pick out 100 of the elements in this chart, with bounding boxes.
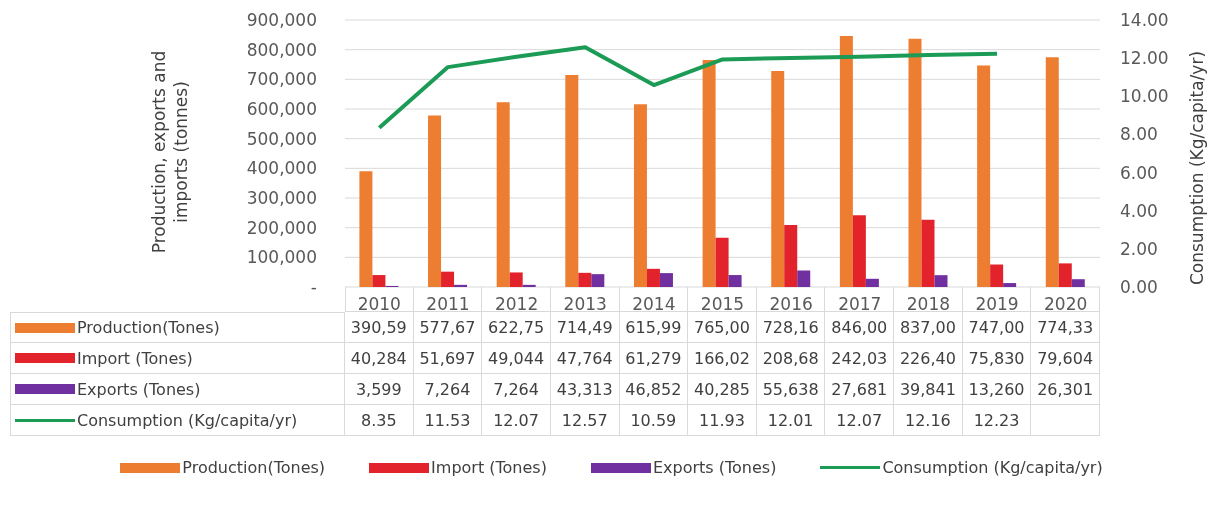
data-label: 39,841 [899, 379, 956, 399]
x-tick-label: 2020 [1044, 294, 1088, 315]
line-series [377, 45, 1000, 130]
text: 774,33 [1037, 317, 1094, 337]
data-label: 49,044 [488, 348, 545, 368]
x-tick-label: 2014 [632, 294, 676, 315]
text: Exports (Tones) [77, 379, 201, 399]
text: Consumption (Kg/capita/yr) [882, 458, 1103, 477]
text: 208,68 [762, 348, 819, 368]
data-label: 10.59 [630, 410, 677, 430]
bar [784, 225, 798, 287]
bar [715, 237, 729, 287]
bar [633, 104, 647, 287]
y2-tick-label: 2.00 [1120, 238, 1158, 259]
bar [908, 38, 922, 287]
data-label: 7,264 [424, 379, 471, 399]
y-tick-label: 800,000 [246, 39, 317, 60]
text: 846,00 [831, 317, 888, 337]
bar [591, 274, 605, 287]
data-label: 47,764 [556, 348, 613, 368]
y2-tick-label: 8.00 [1120, 124, 1158, 145]
x-tick-label: 2010 [357, 294, 401, 315]
data-label: 11.93 [699, 410, 745, 430]
data-label: 27,681 [831, 379, 888, 399]
bar [921, 219, 935, 287]
y-axis-title: Production, exports and imports (tonnes) [148, 49, 192, 256]
bar [1071, 279, 1085, 287]
y2-tick-label: 14.00 [1120, 10, 1169, 31]
data-label: 79,604 [1037, 348, 1094, 368]
data-label: 46,852 [625, 379, 682, 399]
text: 837,00 [899, 317, 956, 337]
y-tick-label: 500,000 [246, 128, 317, 149]
data-label: 12.07 [836, 410, 883, 430]
bar [522, 284, 536, 287]
data-label: 3,599 [355, 379, 402, 399]
x-tick-label: 2013 [563, 294, 607, 315]
legend-label: Exports (Tones) [652, 458, 777, 477]
y-tick-label: 300,000 [246, 188, 317, 209]
legend-label: Production(Tones) [77, 318, 220, 337]
text: Production(Tones) [182, 458, 326, 477]
bar [578, 272, 592, 287]
bar [852, 215, 866, 287]
text: 226,40 [899, 348, 956, 368]
bar [496, 102, 510, 287]
data-label: 13,260 [968, 379, 1025, 399]
bar [839, 36, 853, 287]
data-label: 12.07 [493, 410, 539, 430]
bar [659, 273, 673, 287]
data-label: 12.01 [767, 410, 814, 430]
text: 577,67 [419, 317, 476, 337]
y2-tick-label: 0.00 [1120, 277, 1158, 298]
text: 714,49 [556, 317, 613, 337]
data-label: 8.35 [361, 410, 397, 430]
bar [865, 278, 879, 287]
bar [428, 115, 442, 287]
text: 765,00 [693, 317, 750, 337]
y2-tick-label: 10.00 [1120, 86, 1169, 107]
x-tick-label: 2015 [700, 294, 745, 315]
data-label: 43,313 [556, 379, 613, 399]
bar [1003, 283, 1017, 287]
text: 615,99 [625, 317, 682, 337]
bar [977, 65, 991, 287]
y-tick-label: 600,000 [246, 99, 317, 120]
y-tick-label: 200,000 [246, 217, 317, 238]
bar [454, 284, 468, 287]
data-label: 55,638 [762, 379, 819, 399]
x-tick-label: 2011 [426, 294, 470, 315]
data-label: 12.23 [973, 410, 1020, 430]
y2-axis-title: Consumption (Kg/capita/yr) [1186, 49, 1208, 288]
x-tick-label: 2012 [494, 294, 539, 315]
bar [359, 171, 373, 287]
bar [990, 264, 1004, 287]
bar [728, 275, 742, 287]
y2-tick-label: 6.00 [1120, 162, 1158, 183]
data-label: 40,284 [350, 348, 407, 368]
x-tick-label: 2019 [975, 294, 1019, 315]
data-label: 61,279 [625, 348, 682, 368]
bar [441, 271, 455, 287]
y2-tick-label: 4.00 [1120, 200, 1158, 221]
text: 390,59 [350, 317, 407, 337]
x-tick-label: 2018 [906, 294, 951, 315]
legend-label: Import (Tones) [431, 458, 547, 477]
text: 242,03 [831, 348, 888, 368]
text: Import (Tones) [77, 348, 193, 368]
data-label: 7,264 [493, 379, 539, 399]
y-tick-label: 400,000 [246, 158, 317, 179]
bar [565, 75, 579, 287]
text: 747,00 [968, 317, 1025, 337]
bar [1045, 57, 1059, 287]
data-label: 51,697 [419, 348, 476, 368]
bar [509, 272, 523, 287]
data-label: 26,301 [1037, 379, 1094, 399]
text: 728,16 [762, 317, 819, 337]
bar [372, 275, 386, 287]
data-label: 40,285 [693, 379, 750, 399]
y-tick-label: 900,000 [246, 10, 317, 31]
x-tick-label: 2017 [838, 294, 882, 315]
legend-label: Consumption (Kg/capita/yr) [77, 410, 298, 430]
bar [934, 275, 948, 287]
bar [1058, 263, 1072, 287]
